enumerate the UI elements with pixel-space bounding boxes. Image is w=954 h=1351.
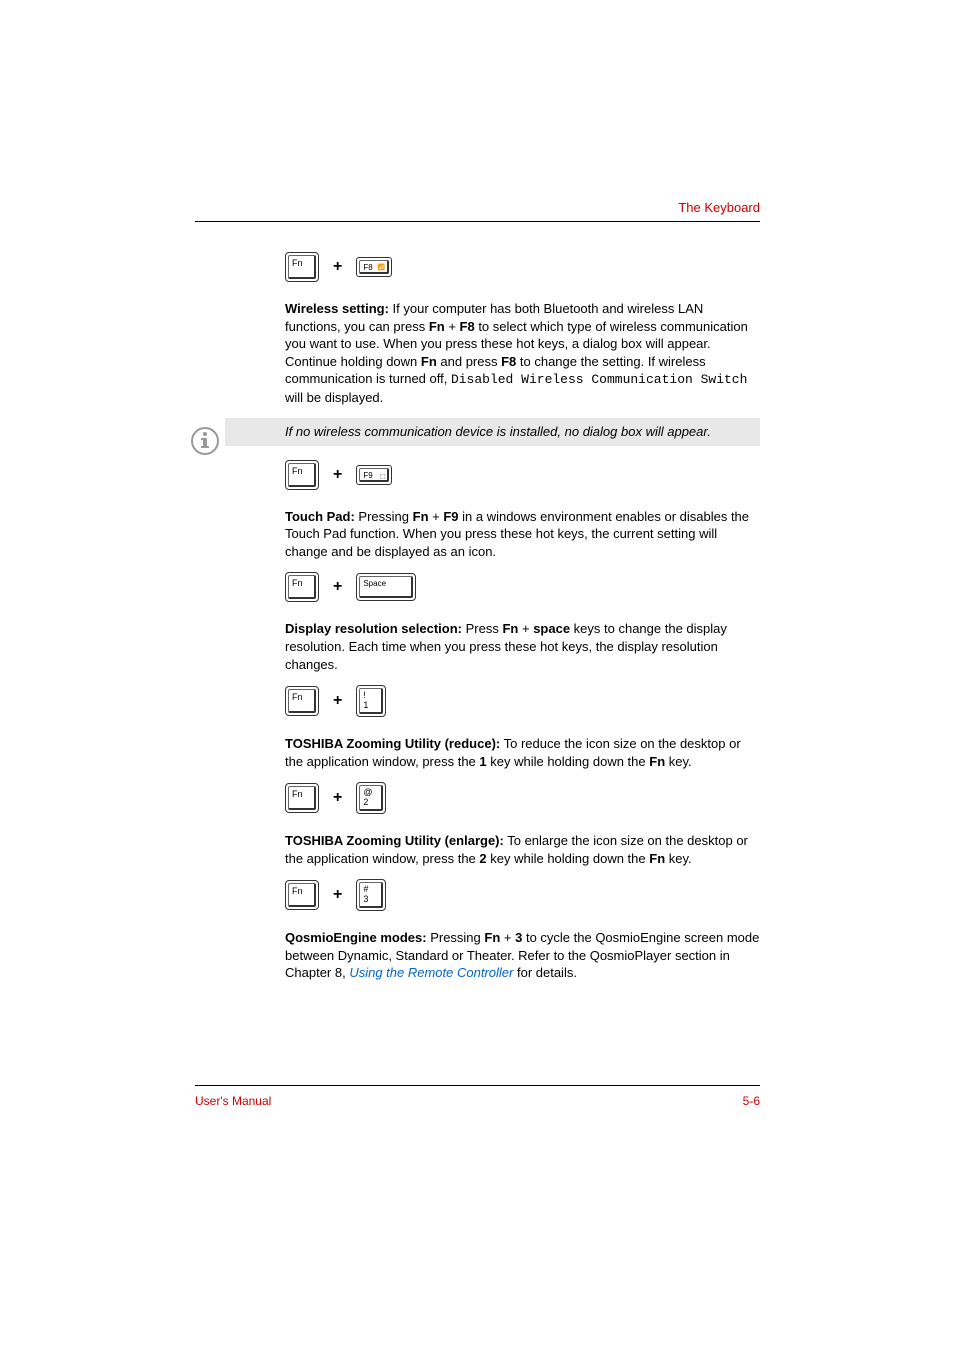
footer-left: User's Manual	[195, 1094, 271, 1108]
num1-key-icon: !1	[356, 685, 386, 717]
note-box: If no wireless communication device is i…	[225, 418, 760, 446]
num2-key-icon: @2	[356, 782, 386, 814]
f9-key-icon: F9⬚	[356, 465, 392, 485]
plus-icon: +	[333, 789, 342, 807]
touchpad-paragraph: Touch Pad: Pressing Fn + F9 in a windows…	[285, 508, 760, 561]
plus-icon: +	[333, 886, 342, 904]
key-combo-wireless: Fn + F8📶	[285, 252, 760, 282]
plus-icon: +	[333, 578, 342, 596]
fn-key-icon: Fn	[285, 460, 319, 490]
fn-key-icon: Fn	[285, 880, 319, 910]
qosmio-paragraph: QosmioEngine modes: Pressing Fn + 3 to c…	[285, 929, 760, 982]
space-key-icon: Space	[356, 573, 416, 601]
wireless-paragraph: Wireless setting: If your computer has b…	[285, 300, 760, 406]
plus-icon: +	[333, 258, 342, 276]
display-paragraph: Display resolution selection: Press Fn +…	[285, 620, 760, 673]
key-combo-display: Fn + Space	[285, 572, 760, 602]
fn-key-icon: Fn	[285, 572, 319, 602]
zoom-reduce-paragraph: TOSHIBA Zooming Utility (reduce): To red…	[285, 735, 760, 770]
page-content: The Keyboard Fn + F8📶 Wireless setting: …	[195, 200, 760, 994]
page-footer: User's Manual 5-6	[195, 1085, 760, 1108]
plus-icon: +	[333, 692, 342, 710]
key-combo-zoom-enlarge: Fn + @2	[285, 782, 760, 814]
key-combo-qosmio: Fn + #3	[285, 879, 760, 911]
fn-key-icon: Fn	[285, 252, 319, 282]
remote-controller-link[interactable]: Using the Remote Controller	[349, 965, 513, 980]
note-text: If no wireless communication device is i…	[285, 424, 711, 439]
info-icon	[190, 426, 220, 456]
plus-icon: +	[333, 466, 342, 484]
num3-key-icon: #3	[356, 879, 386, 911]
zoom-enlarge-paragraph: TOSHIBA Zooming Utility (enlarge): To en…	[285, 832, 760, 867]
key-combo-touchpad: Fn + F9⬚	[285, 460, 760, 490]
key-combo-zoom-reduce: Fn + !1	[285, 685, 760, 717]
fn-key-icon: Fn	[285, 686, 319, 716]
header-title: The Keyboard	[195, 200, 760, 222]
fn-key-icon: Fn	[285, 783, 319, 813]
content-area: Fn + F8📶 Wireless setting: If your compu…	[285, 252, 760, 982]
f8-key-icon: F8📶	[356, 257, 392, 277]
footer-right: 5-6	[743, 1094, 760, 1108]
